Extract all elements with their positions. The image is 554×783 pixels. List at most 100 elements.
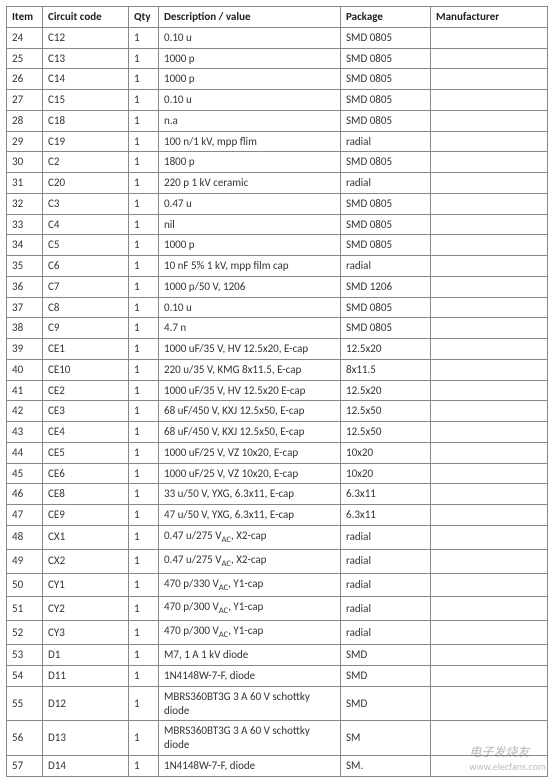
cell-pkg: SMD 0805 [341, 48, 431, 69]
cell-item: 33 [7, 214, 43, 235]
table-row: 37C810.10 uSMD 0805 [7, 297, 548, 318]
cell-manu [431, 463, 548, 484]
cell-manu [431, 380, 548, 401]
table-row: 55D121MBRS360BT3G 3 A 60 V schottky diod… [7, 686, 548, 721]
cell-manu [431, 48, 548, 69]
cell-item: 25 [7, 48, 43, 69]
table-row: 51CY21470 p/300 VAC, Y1-capradial [7, 597, 548, 621]
cell-manu [431, 401, 548, 422]
cell-qty: 1 [129, 69, 159, 90]
cell-pkg: 6.3x11 [341, 484, 431, 505]
cell-qty: 1 [129, 339, 159, 360]
cell-qty: 1 [129, 297, 159, 318]
cell-manu [431, 755, 548, 776]
cell-item: 27 [7, 90, 43, 111]
cell-code: CX2 [43, 549, 129, 573]
cell-pkg: SMD 1206 [341, 276, 431, 297]
cell-desc: 1000 p [159, 235, 341, 256]
cell-item: 55 [7, 686, 43, 721]
table-row: 41CE211000 uF/35 V, HV 12.5x20 E-cap12.5… [7, 380, 548, 401]
cell-item: 34 [7, 235, 43, 256]
cell-pkg: radial [341, 131, 431, 152]
header-item: Item [7, 7, 43, 28]
table-row: 34C511000 pSMD 0805 [7, 235, 548, 256]
table-row: 43CE4168 uF/450 V, KXJ 12.5x50, E-cap12.… [7, 422, 548, 443]
cell-manu [431, 131, 548, 152]
cell-pkg: SM [341, 721, 431, 756]
table-row: 32C310.47 uSMD 0805 [7, 193, 548, 214]
cell-desc: 1000 uF/35 V, HV 12.5x20, E-cap [159, 339, 341, 360]
cell-code: CY3 [43, 621, 129, 645]
cell-manu [431, 549, 548, 573]
table-row: 57D1411N4148W-7-F, diodeSM. [7, 755, 548, 776]
header-pkg: Package [341, 7, 431, 28]
header-desc: Description / value [159, 7, 341, 28]
cell-item: 50 [7, 573, 43, 597]
cell-pkg: SMD 0805 [341, 110, 431, 131]
cell-code: CY2 [43, 597, 129, 621]
cell-code: CE9 [43, 505, 129, 526]
cell-pkg: 12.5x20 [341, 339, 431, 360]
cell-desc: M7, 1 A 1 kV diode [159, 645, 341, 666]
cell-desc: 0.10 u [159, 90, 341, 111]
table-row: 40CE101220 u/35 V, KMG 8x11.5, E-cap8x11… [7, 359, 548, 380]
cell-qty: 1 [129, 48, 159, 69]
cell-item: 35 [7, 256, 43, 277]
cell-item: 49 [7, 549, 43, 573]
cell-code: D12 [43, 686, 129, 721]
cell-qty: 1 [129, 90, 159, 111]
cell-desc: MBRS360BT3G 3 A 60 V schottky diode [159, 686, 341, 721]
cell-item: 48 [7, 525, 43, 549]
cell-pkg: 10x20 [341, 442, 431, 463]
cell-manu [431, 339, 548, 360]
cell-pkg: radial [341, 525, 431, 549]
cell-manu [431, 505, 548, 526]
cell-qty: 1 [129, 463, 159, 484]
cell-desc: MBRS360BT3G 3 A 60 V schottky diode [159, 721, 341, 756]
cell-pkg: radial [341, 597, 431, 621]
cell-item: 47 [7, 505, 43, 526]
cell-desc: 4.7 n [159, 318, 341, 339]
cell-qty: 1 [129, 573, 159, 597]
cell-pkg: radial [341, 549, 431, 573]
cell-desc: 220 u/35 V, KMG 8x11.5, E-cap [159, 359, 341, 380]
cell-code: CE1 [43, 339, 129, 360]
cell-desc: nil [159, 214, 341, 235]
cell-manu [431, 645, 548, 666]
cell-desc: n.a [159, 110, 341, 131]
table-row: 47CE9147 u/50 V, YXG, 6.3x11, E-cap6.3x1… [7, 505, 548, 526]
cell-code: D13 [43, 721, 129, 756]
cell-code: C3 [43, 193, 129, 214]
cell-qty: 1 [129, 110, 159, 131]
table-row: 35C6110 nF 5% 1 kV, mpp film capradial [7, 256, 548, 277]
cell-desc: 1000 p [159, 69, 341, 90]
cell-item: 45 [7, 463, 43, 484]
cell-item: 29 [7, 131, 43, 152]
cell-code: CE2 [43, 380, 129, 401]
table-row: 30C211800 pSMD 0805 [7, 152, 548, 173]
cell-code: CX1 [43, 525, 129, 549]
cell-code: C6 [43, 256, 129, 277]
cell-qty: 1 [129, 256, 159, 277]
cell-pkg: SMD [341, 666, 431, 687]
cell-pkg: 8x11.5 [341, 359, 431, 380]
table-row: 53D11M7, 1 A 1 kV diodeSMD [7, 645, 548, 666]
cell-manu [431, 621, 548, 645]
cell-desc: 470 p/300 VAC, Y1-cap [159, 597, 341, 621]
cell-manu [431, 276, 548, 297]
cell-code: C14 [43, 69, 129, 90]
cell-item: 54 [7, 666, 43, 687]
cell-pkg: SMD 0805 [341, 318, 431, 339]
cell-item: 43 [7, 422, 43, 443]
cell-qty: 1 [129, 173, 159, 194]
cell-code: CE3 [43, 401, 129, 422]
cell-pkg: 12.5x50 [341, 401, 431, 422]
cell-desc: 1000 p [159, 48, 341, 69]
cell-desc: 470 p/300 VAC, Y1-cap [159, 621, 341, 645]
cell-manu [431, 110, 548, 131]
cell-code: C2 [43, 152, 129, 173]
cell-item: 36 [7, 276, 43, 297]
cell-item: 30 [7, 152, 43, 173]
cell-manu [431, 525, 548, 549]
cell-item: 39 [7, 339, 43, 360]
